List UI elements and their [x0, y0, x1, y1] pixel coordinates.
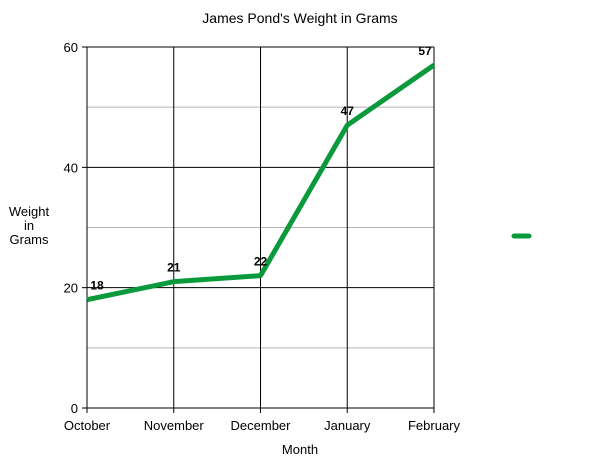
x-tick-label: October	[64, 418, 111, 433]
x-tick-label: November	[144, 418, 205, 433]
data-label: 22	[254, 255, 268, 269]
y-axis-label-line: in	[23, 218, 35, 233]
chart-title: James Pond's Weight in Grams	[202, 10, 398, 26]
y-tick-label: 0	[71, 401, 78, 416]
y-tick-label: 60	[64, 40, 78, 55]
x-tick-label: January	[324, 418, 371, 433]
y-axis-label-line: Weight	[8, 204, 50, 219]
series-line	[86, 62, 436, 303]
data-label: 18	[90, 279, 104, 293]
y-axis-label: Weight in Grams	[4, 205, 54, 247]
data-label: 57	[418, 44, 432, 58]
y-axis-label-line: Grams	[9, 232, 49, 247]
data-label: 21	[167, 261, 181, 275]
x-tick-label: December	[231, 418, 292, 433]
y-tick-label: 40	[64, 160, 78, 175]
data-label: 47	[341, 104, 355, 118]
x-axis-label: Month	[281, 442, 319, 457]
x-tick-label: February	[408, 418, 461, 433]
y-tick-label: 20	[64, 281, 78, 296]
